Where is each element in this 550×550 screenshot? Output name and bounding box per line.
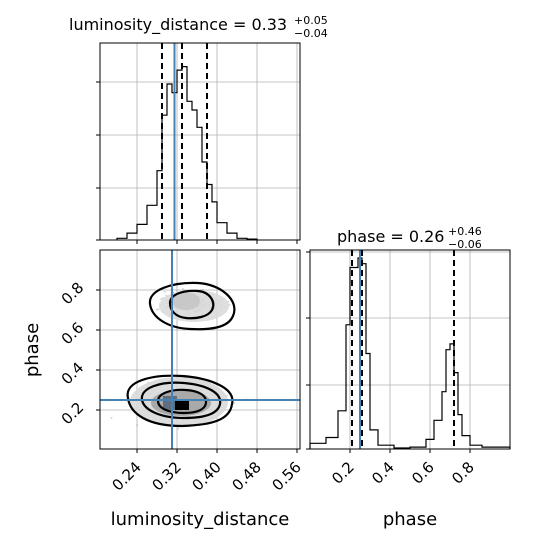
hist2-grid [310,250,510,449]
sample-point [155,308,158,311]
contour-upper-inner [168,289,215,320]
hist1-ticks [96,81,298,244]
y-tick-label: 0.8 [58,279,88,309]
sample-point [182,288,185,290]
sample-point [157,308,160,311]
x-tick-labels-right: 0.2 0.4 0.6 0.8 [328,458,478,488]
hist1-grid [100,43,300,240]
x-tick-label: 0.40 [188,458,224,494]
x-tick-label: 0.56 [268,458,304,494]
hist1-title-minus: −0.04 [294,27,328,40]
x-tick-label: 0.2 [328,458,358,488]
hist1-title: luminosity_distance = 0.33 [69,15,287,35]
panel-phase-hist: phase = 0.26 +0.46 −0.06 [306,225,511,453]
sample-point [163,290,166,293]
x-tick-label: 0.32 [148,458,184,494]
hist2-frame [309,249,511,450]
panel-joint [96,249,301,453]
x-tick-label: 0.8 [448,458,478,488]
x-tick-label: 0.48 [228,458,264,494]
hist1-title-plus: +0.05 [294,14,328,27]
density-fill [163,396,177,410]
hist2-quantiles [351,250,455,449]
hist2-step-line [309,257,511,449]
contour-lower-outer [126,374,234,428]
sample-point [110,417,113,419]
y-tick-label: 0.4 [58,359,88,389]
x-axis-label-right: phase [383,509,437,530]
x-tick-labels-left: 0.24 0.32 0.40 0.48 0.56 [108,458,304,494]
x-tick-label: 0.4 [368,458,398,488]
hist1-step-line [116,66,258,240]
y-tick-labels: 0.8 0.6 0.4 0.2 [58,279,88,429]
y-axis-label: phase [22,323,43,377]
sample-point [233,402,235,405]
sample-point [160,298,163,301]
hist2-ticks [306,251,471,453]
hist1-frame [99,42,301,241]
sample-point [202,288,204,291]
sample-point [177,427,180,430]
hist2-title-plus: +0.46 [448,225,482,238]
contour-lower-middle [140,381,222,420]
hist2-title-minus: −0.06 [448,238,482,251]
sample-point [136,424,139,427]
contour-upper-outer [148,281,236,331]
joint-contours [126,281,236,428]
density-fill [172,292,200,310]
panel-luminosity-distance-hist: luminosity_distance = 0.33 +0.05 −0.04 [69,14,328,244]
x-tick-label: 0.6 [408,458,438,488]
y-tick-label: 0.6 [58,319,88,349]
density-fill [175,400,189,410]
y-tick-label: 0.2 [58,399,88,429]
x-axis-label-left: luminosity_distance [111,509,290,530]
joint-frame [99,249,301,450]
hist1-quantiles [161,43,208,240]
hist2-title: phase = 0.26 [337,227,444,246]
x-tick-label: 0.24 [108,458,144,494]
joint-ticks [96,289,298,453]
